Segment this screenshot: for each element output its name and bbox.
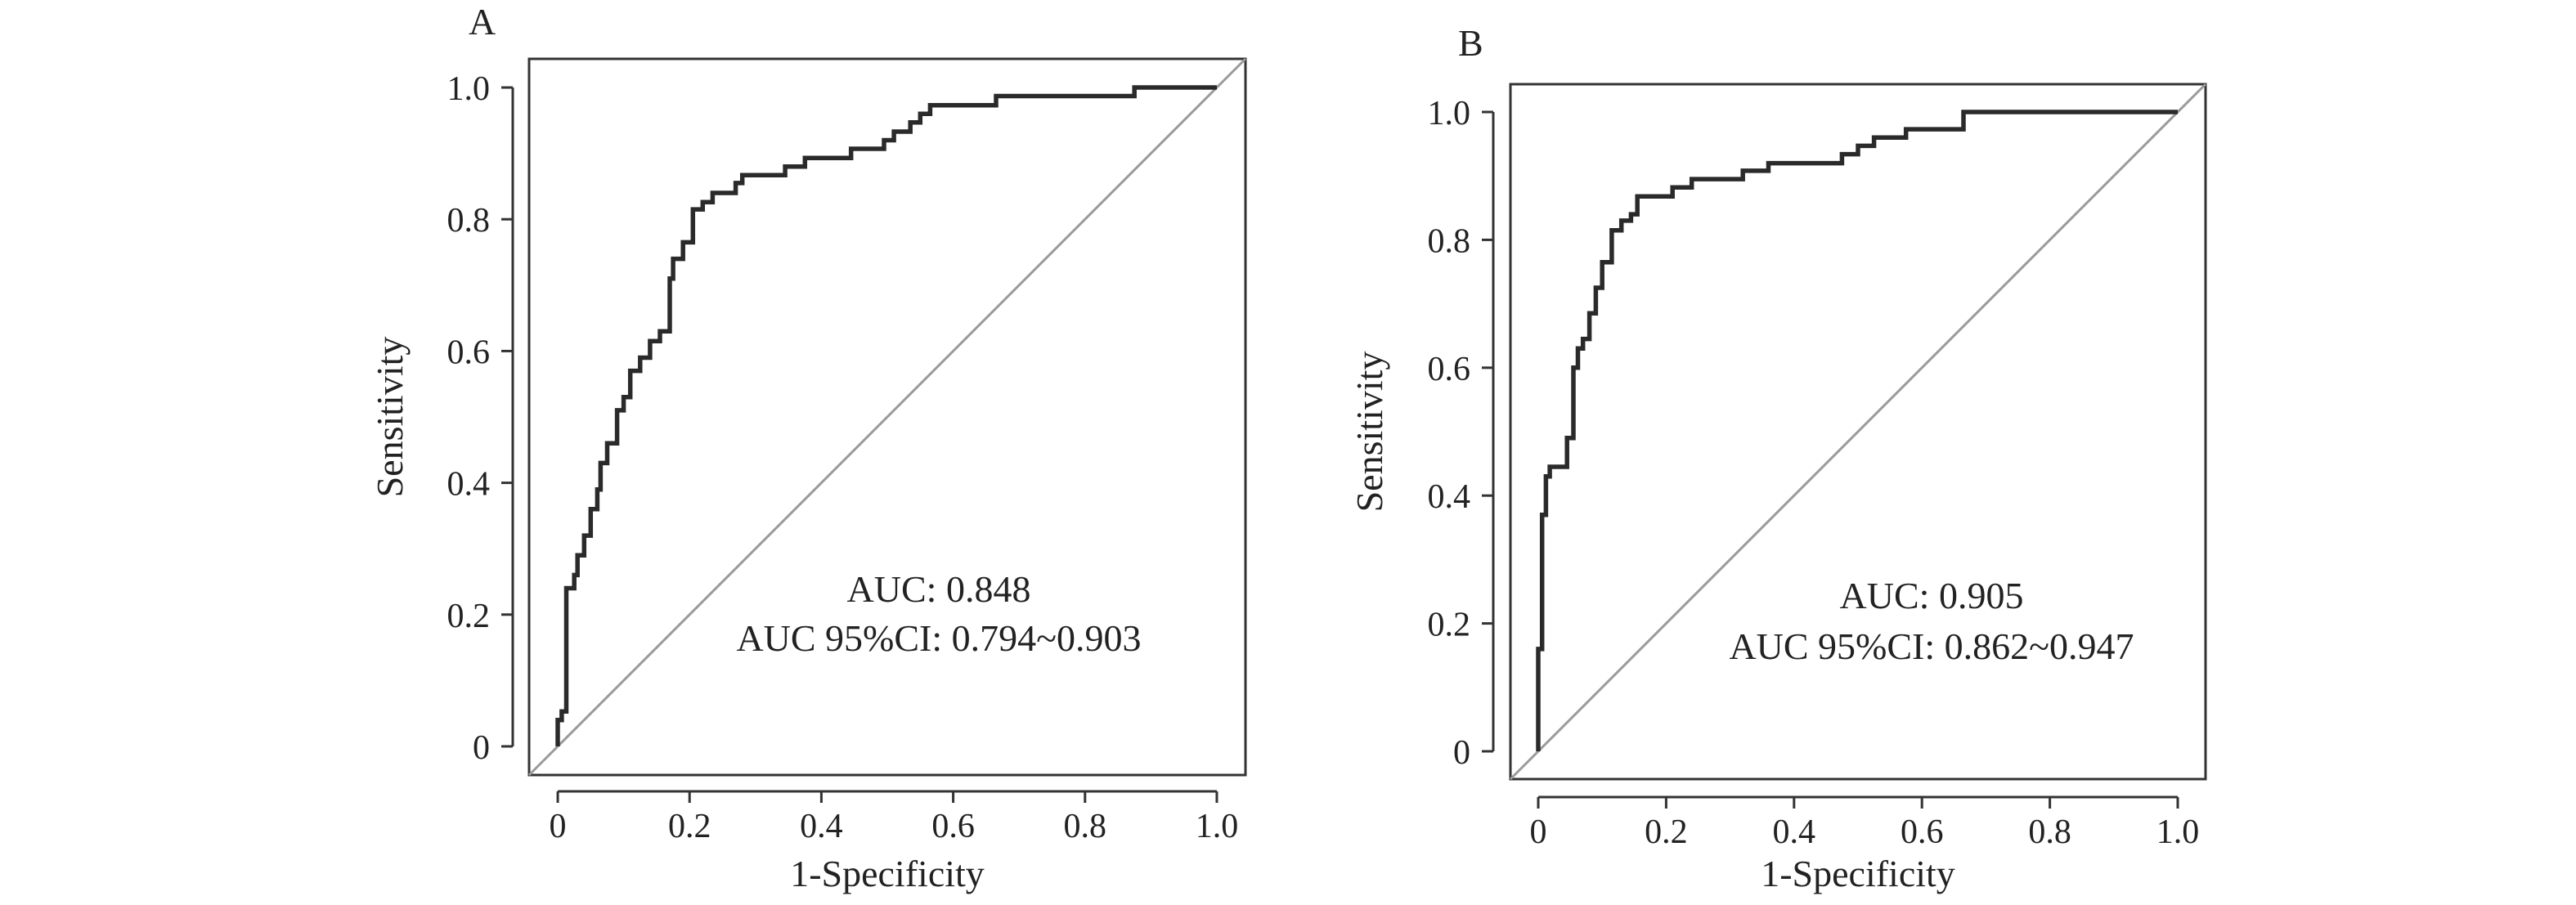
y-tick-label: 0.2: [447, 598, 491, 635]
reference-diagonal-b: [1509, 83, 2207, 781]
x-tick-label: 0.2: [1645, 813, 1688, 851]
y-tick-label: 0.8: [1428, 222, 1471, 260]
x-tick-label: 0.6: [1901, 813, 1944, 851]
x-tick-label: 1.0: [2156, 813, 2200, 851]
x-tick-label: 0.8: [2028, 813, 2071, 851]
auc-annotation-a: AUC: 0.848: [847, 568, 1031, 610]
plot-frame-a: [527, 57, 1247, 777]
y-tick-label: 0.8: [447, 202, 491, 240]
roc-panel-b: B 0 0.2 0.4 0.6 0.8 1.0 0 0.2 0.4 0.6 0.8 1.0 1-Spe…: [1349, 22, 2207, 894]
x-tick-label: 0.4: [800, 808, 843, 845]
y-tick-label: 0.4: [1428, 478, 1471, 516]
x-axis-title-a: 1-Specificity: [790, 853, 985, 894]
y-tick-label: 0.2: [1428, 607, 1471, 644]
auc-ci-annotation-b: AUC 95%CI: 0.862~0.947: [1729, 625, 2134, 667]
y-tick-label: 1.0: [447, 70, 491, 108]
x-axis-title-b: 1-Specificity: [1761, 853, 1955, 894]
panel-label-b: B: [1458, 22, 1483, 64]
auc-ci-annotation-a: AUC 95%CI: 0.794~0.903: [736, 617, 1141, 659]
roc-curve-b: [1536, 110, 2178, 751]
x-tick-label: 1.0: [1196, 808, 1239, 845]
axes-a: 0 0.2 0.4 0.6 0.8 1.0 0 0.2 0.4 0.6 0.8 1.0: [447, 70, 1239, 845]
plot-frame-b: [1509, 83, 2207, 781]
x-tick-label: 0.2: [668, 808, 711, 845]
x-tick-label: 0.8: [1064, 808, 1107, 845]
x-tick-label: 0.6: [931, 808, 975, 845]
y-axis-title-a: Sensitivity: [369, 337, 411, 498]
panel-label-a: A: [469, 1, 496, 43]
roc-curve-a: [555, 85, 1217, 746]
x-tick-label: 0: [550, 808, 567, 845]
y-tick-label: 0.6: [447, 334, 491, 371]
axes-b: 0 0.2 0.4 0.6 0.8 1.0 0 0.2 0.4 0.6 0.8 1.0: [1428, 95, 2200, 851]
reference-diagonal-a: [527, 57, 1247, 777]
y-tick-label: 0: [1453, 734, 1470, 772]
x-tick-label: 0: [1530, 813, 1547, 851]
y-tick-label: 1.0: [1428, 95, 1471, 132]
y-tick-label: 0: [473, 729, 490, 767]
roc-panel-a: A 0 0.2 0.4 0.6 0.8 1.0 0 0.2 0.4 0.6 0.8 1.0 1-Spe…: [369, 1, 1247, 894]
y-axis-title-b: Sensitivity: [1349, 352, 1390, 513]
y-tick-label: 0.4: [447, 466, 491, 504]
auc-annotation-b: AUC: 0.905: [1840, 575, 2024, 616]
x-tick-label: 0.4: [1773, 813, 1816, 851]
y-tick-label: 0.6: [1428, 351, 1471, 388]
